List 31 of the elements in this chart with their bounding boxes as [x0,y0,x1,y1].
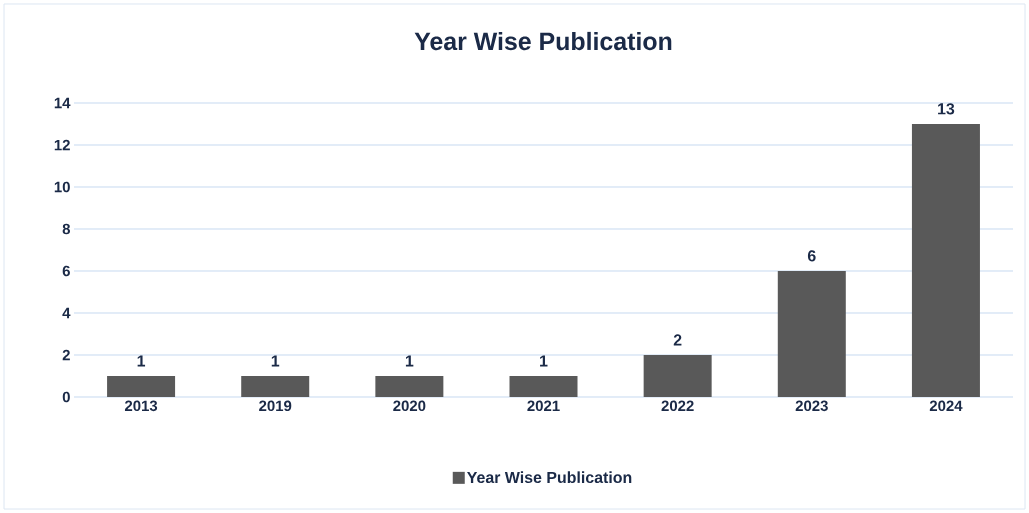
y-tick-label: 10 [54,181,70,193]
bar [777,271,846,397]
data-label: 13 [938,103,955,115]
legend-label: Year Wise Publication [467,471,632,484]
x-tick-label: 2020 [393,400,426,412]
x-tick-label: 2013 [124,400,158,412]
data-label: 6 [807,250,816,262]
bar [375,376,444,397]
y-tick-label: 4 [62,307,71,319]
y-tick-label: 14 [54,97,71,109]
bar [107,376,176,397]
y-tick-label: 0 [62,391,70,403]
bar [643,355,712,397]
x-tick-label: 2023 [795,400,828,412]
bar [911,124,980,397]
data-label: 2 [673,334,682,346]
data-label: 1 [540,355,548,367]
data-label: 1 [271,355,280,367]
y-tick-label: 8 [62,223,71,235]
bar [241,376,310,397]
chart-title: Year Wise Publication [414,31,672,51]
data-label: 1 [405,355,414,367]
y-tick-label: 12 [54,139,70,151]
x-tick-label: 2019 [259,400,292,412]
x-tick-label: 2021 [527,400,560,412]
y-tick-label: 6 [62,265,70,277]
y-tick-label: 2 [62,349,70,361]
x-tick-label: 2024 [929,400,963,412]
x-tick-label: 2022 [661,400,694,412]
data-label: 1 [137,355,146,367]
bar [509,376,578,397]
